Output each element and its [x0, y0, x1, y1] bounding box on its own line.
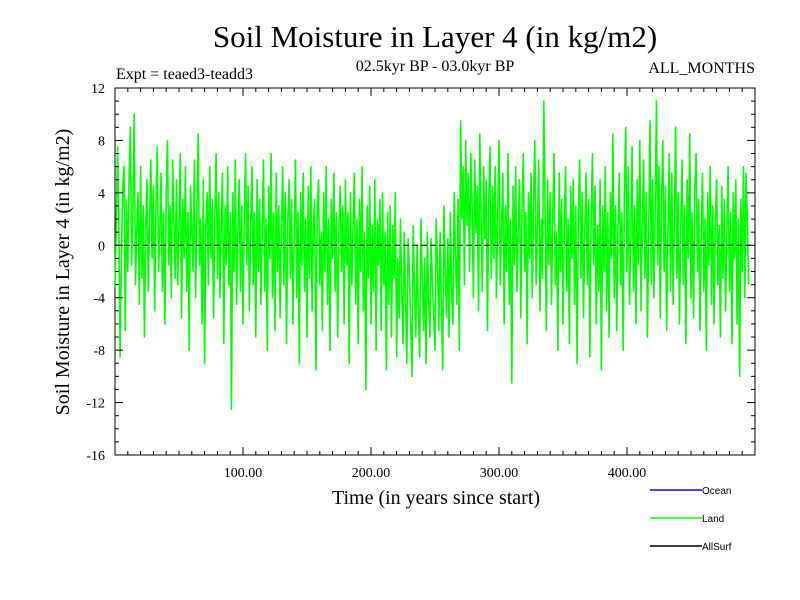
x-axis-label: Time (in years since start) — [332, 487, 540, 509]
y-axis: -16 -12 -8 -4 0 4 8 12 — [86, 82, 755, 464]
period-label: 02.5kyr BP - 03.0kyr BP — [356, 58, 515, 75]
months-label: ALL_MONTHS — [648, 60, 755, 77]
x-tick-label: 300.00 — [480, 466, 519, 481]
y-tick-label: 0 — [98, 239, 105, 254]
legend-label-ocean: Ocean — [702, 486, 731, 497]
y-tick-label: -12 — [86, 397, 105, 412]
x-tick-label: 400.00 — [608, 466, 647, 481]
y-tick-label: -16 — [86, 449, 105, 464]
y-tick-label: 8 — [98, 134, 105, 149]
legend-label-allsurf: AllSurf — [702, 542, 732, 553]
x-axis: 100.00 200.00 300.00 400.00 — [114, 88, 756, 481]
experiment-label: Expt = teaed3-teadd3 — [116, 66, 253, 83]
chart-title: Soil Moisture in Layer 4 (in kg/m2) — [213, 19, 657, 54]
legend: Ocean Land AllSurf — [650, 486, 732, 553]
y-axis-label: Soil Moisture in Layer 4 (in kg/m2) — [52, 129, 74, 416]
y-tick-label: 12 — [91, 82, 105, 97]
x-tick-label: 100.00 — [224, 466, 263, 481]
y-tick-label: -8 — [93, 344, 105, 359]
y-tick-label: -4 — [93, 292, 105, 307]
x-tick-label: 200.00 — [352, 466, 391, 481]
y-tick-label: 4 — [98, 187, 105, 202]
series-line-land — [114, 100, 750, 410]
legend-label-land: Land — [702, 514, 724, 525]
